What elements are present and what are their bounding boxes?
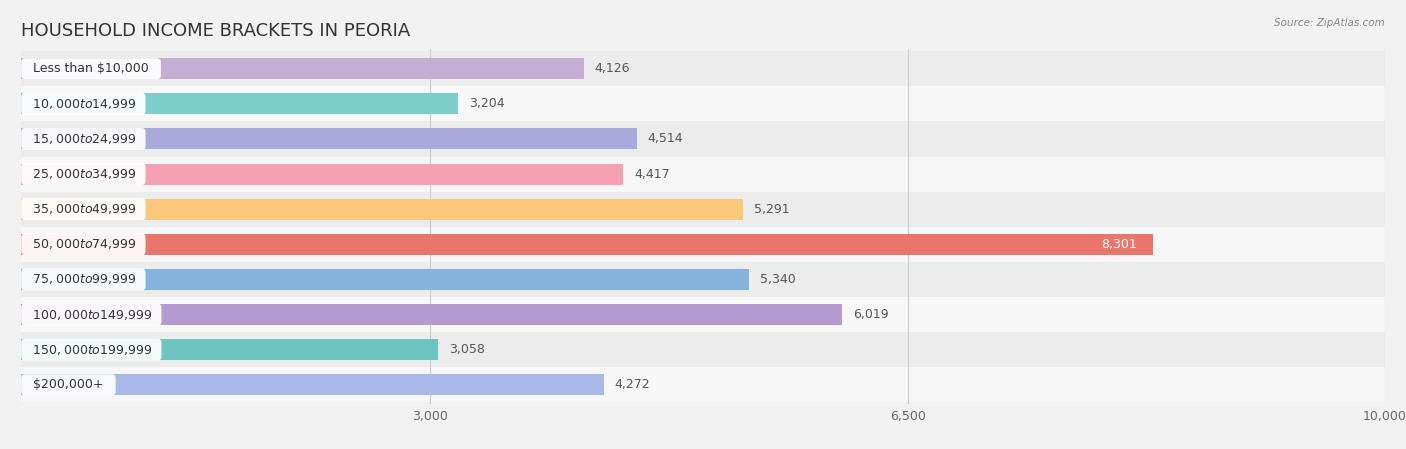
Bar <box>21 297 1385 332</box>
Bar <box>21 367 1385 402</box>
Bar <box>21 86 1385 121</box>
Text: 3,204: 3,204 <box>470 97 505 110</box>
Text: $75,000 to $99,999: $75,000 to $99,999 <box>25 273 142 286</box>
Text: 4,126: 4,126 <box>595 62 630 75</box>
Text: $150,000 to $199,999: $150,000 to $199,999 <box>25 343 157 357</box>
Text: $200,000+: $200,000+ <box>25 379 111 391</box>
Text: 5,340: 5,340 <box>761 273 796 286</box>
Text: $10,000 to $14,999: $10,000 to $14,999 <box>25 97 142 111</box>
Text: $50,000 to $74,999: $50,000 to $74,999 <box>25 238 142 251</box>
Bar <box>21 93 458 114</box>
Bar <box>21 339 439 360</box>
Text: 8,301: 8,301 <box>1101 238 1137 251</box>
Bar <box>21 121 1385 157</box>
Bar <box>21 227 1385 262</box>
Text: 4,514: 4,514 <box>648 132 683 145</box>
Text: 6,019: 6,019 <box>853 308 889 321</box>
Bar <box>21 157 1385 192</box>
Bar <box>21 304 842 325</box>
Bar <box>21 163 623 185</box>
Bar <box>21 58 583 79</box>
Bar <box>21 51 1385 86</box>
Bar <box>21 192 1385 227</box>
Text: Source: ZipAtlas.com: Source: ZipAtlas.com <box>1274 18 1385 28</box>
Text: $15,000 to $24,999: $15,000 to $24,999 <box>25 132 142 146</box>
Text: $100,000 to $149,999: $100,000 to $149,999 <box>25 308 157 321</box>
Bar <box>21 128 637 150</box>
Bar <box>21 262 1385 297</box>
Text: 4,417: 4,417 <box>634 167 671 180</box>
Text: 5,291: 5,291 <box>754 202 789 216</box>
Text: 3,058: 3,058 <box>449 343 485 356</box>
Bar <box>21 269 749 290</box>
Text: $35,000 to $49,999: $35,000 to $49,999 <box>25 202 142 216</box>
Text: HOUSEHOLD INCOME BRACKETS IN PEORIA: HOUSEHOLD INCOME BRACKETS IN PEORIA <box>21 22 411 40</box>
Text: 4,272: 4,272 <box>614 379 650 391</box>
Text: Less than $10,000: Less than $10,000 <box>25 62 157 75</box>
Bar <box>21 234 1153 255</box>
Text: $25,000 to $34,999: $25,000 to $34,999 <box>25 167 142 181</box>
Bar <box>21 332 1385 367</box>
Bar <box>21 374 603 395</box>
Bar <box>21 198 742 220</box>
